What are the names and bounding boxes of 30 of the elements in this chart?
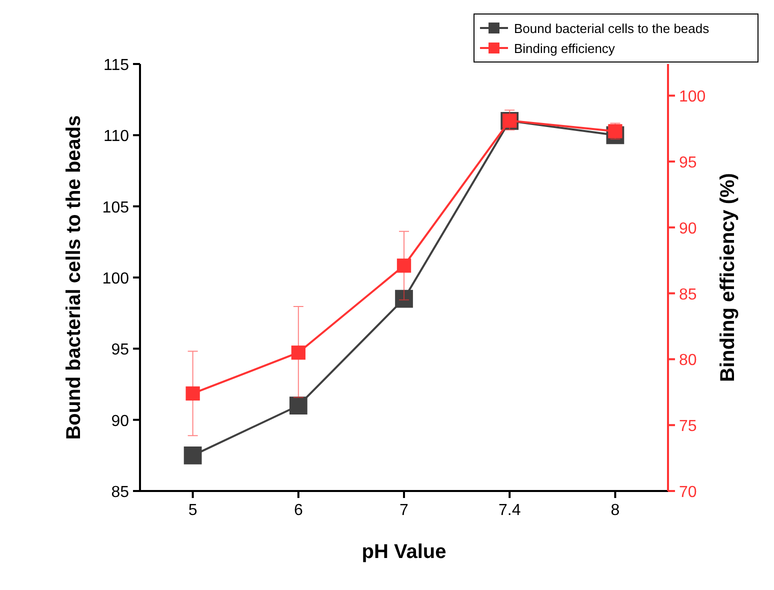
x-tick-label: 7.4: [498, 502, 521, 519]
y-tick-label: 95: [111, 342, 130, 359]
y2-axis-title: Binding efficiency (%): [717, 173, 739, 382]
y-tick-label: 115: [103, 57, 130, 74]
y2-tick-label: 100: [679, 88, 706, 106]
legend-label: Bound bacterial cells to the beads: [514, 21, 710, 36]
point: [396, 258, 412, 273]
y2-tick-label: 80: [679, 352, 697, 370]
y-tick-label: 100: [102, 270, 130, 288]
y2-tick-label: 95: [679, 154, 697, 172]
y2-tick-label: 90: [679, 220, 697, 238]
x-tick-label: 7: [400, 502, 409, 519]
y2-tick-label: 70: [679, 484, 697, 501]
point: [291, 346, 306, 360]
y2-tick-label: 75: [679, 418, 697, 436]
x-tick-label: 8: [610, 502, 620, 519]
y-tick-label: 105: [102, 199, 130, 216]
legend-label: Binding efficiency: [514, 41, 616, 56]
y-tick-label: 90: [111, 412, 130, 430]
y-tick-label: 110: [103, 128, 130, 146]
y-tick-label: 85: [111, 484, 130, 501]
x-tick-label: 5: [188, 502, 198, 519]
x-axis-title: pH Value: [362, 541, 446, 563]
point: [186, 386, 200, 401]
x-tick-label: 6: [294, 502, 303, 519]
point: [289, 396, 308, 415]
point: [184, 446, 202, 464]
y-axis-title: Bound bacterial cells to the beads: [63, 115, 85, 440]
point: [395, 290, 413, 308]
y2-tick-label: 85: [679, 286, 697, 304]
